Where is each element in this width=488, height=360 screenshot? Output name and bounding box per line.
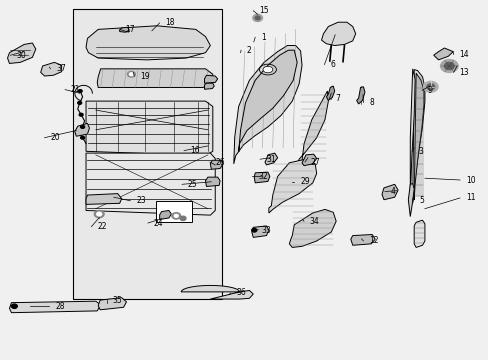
Polygon shape	[409, 69, 414, 200]
Polygon shape	[356, 87, 364, 104]
Circle shape	[444, 62, 453, 69]
Polygon shape	[381, 184, 397, 200]
Polygon shape	[433, 48, 452, 60]
Text: 30: 30	[16, 51, 26, 60]
Text: 15: 15	[259, 6, 268, 15]
Text: 16: 16	[189, 146, 199, 155]
Polygon shape	[251, 226, 268, 237]
Polygon shape	[86, 101, 212, 156]
Text: 34: 34	[309, 217, 319, 226]
Text: 36: 36	[236, 288, 246, 297]
Text: 8: 8	[368, 98, 373, 107]
Text: 23: 23	[136, 196, 145, 205]
Text: 32: 32	[258, 172, 267, 181]
Text: 12: 12	[368, 237, 378, 246]
Text: 25: 25	[187, 180, 197, 189]
Polygon shape	[98, 298, 126, 310]
Text: 9: 9	[427, 86, 432, 95]
Polygon shape	[41, 62, 61, 76]
Circle shape	[94, 211, 104, 218]
Text: 27: 27	[310, 158, 320, 167]
Polygon shape	[159, 211, 171, 220]
Text: 1: 1	[261, 33, 265, 42]
Text: 17: 17	[125, 25, 135, 34]
Polygon shape	[181, 285, 253, 299]
Polygon shape	[233, 45, 302, 164]
Polygon shape	[210, 160, 223, 169]
Text: 20: 20	[50, 133, 60, 142]
Circle shape	[11, 304, 17, 309]
Text: 24: 24	[154, 219, 163, 228]
Bar	[156, 201, 192, 222]
Polygon shape	[350, 234, 374, 245]
Polygon shape	[407, 184, 413, 217]
Text: 14: 14	[459, 50, 468, 59]
Polygon shape	[254, 172, 269, 183]
Polygon shape	[7, 43, 36, 63]
Text: 26: 26	[215, 158, 225, 167]
Text: 11: 11	[465, 193, 474, 202]
Text: 21: 21	[71, 85, 80, 94]
Circle shape	[81, 136, 84, 139]
Circle shape	[79, 113, 83, 116]
Circle shape	[174, 215, 178, 217]
Text: 3: 3	[417, 147, 422, 156]
Circle shape	[78, 102, 81, 104]
Text: 22: 22	[97, 222, 106, 231]
Text: 10: 10	[465, 176, 474, 185]
Polygon shape	[412, 69, 424, 203]
Polygon shape	[268, 159, 316, 213]
Polygon shape	[97, 69, 212, 87]
Circle shape	[180, 216, 185, 221]
Text: 13: 13	[459, 68, 468, 77]
Polygon shape	[238, 50, 297, 152]
Polygon shape	[297, 91, 328, 165]
Circle shape	[78, 90, 82, 93]
Polygon shape	[86, 194, 122, 204]
Text: 33: 33	[261, 226, 270, 235]
Text: 29: 29	[300, 177, 309, 186]
Circle shape	[252, 14, 262, 22]
Circle shape	[171, 213, 180, 219]
Text: 6: 6	[330, 60, 334, 69]
Text: 4: 4	[390, 187, 395, 196]
Polygon shape	[413, 73, 423, 200]
Polygon shape	[264, 153, 277, 165]
Polygon shape	[204, 83, 214, 89]
Text: 7: 7	[334, 94, 339, 103]
Circle shape	[251, 228, 256, 232]
Polygon shape	[75, 123, 89, 136]
Ellipse shape	[263, 66, 272, 73]
Circle shape	[127, 71, 135, 77]
Circle shape	[97, 212, 102, 216]
Circle shape	[255, 16, 260, 20]
Polygon shape	[326, 86, 334, 100]
Text: 18: 18	[165, 18, 175, 27]
Text: 37: 37	[56, 64, 66, 73]
Polygon shape	[120, 27, 129, 32]
Polygon shape	[413, 220, 424, 247]
Text: 35: 35	[113, 296, 122, 305]
Polygon shape	[289, 210, 335, 247]
Circle shape	[81, 126, 84, 129]
Polygon shape	[205, 177, 220, 186]
Text: 2: 2	[246, 46, 251, 55]
Polygon shape	[86, 26, 210, 60]
Circle shape	[129, 73, 133, 76]
Polygon shape	[9, 301, 101, 313]
Text: 31: 31	[265, 155, 275, 164]
Circle shape	[426, 84, 434, 90]
Text: 5: 5	[418, 196, 423, 205]
Polygon shape	[302, 154, 316, 166]
Text: 19: 19	[140, 72, 149, 81]
Polygon shape	[86, 153, 215, 215]
Text: 28: 28	[55, 302, 65, 311]
Polygon shape	[204, 75, 217, 83]
Polygon shape	[321, 22, 355, 45]
Circle shape	[423, 81, 437, 92]
Bar	[73, 9, 221, 299]
Circle shape	[440, 59, 457, 72]
